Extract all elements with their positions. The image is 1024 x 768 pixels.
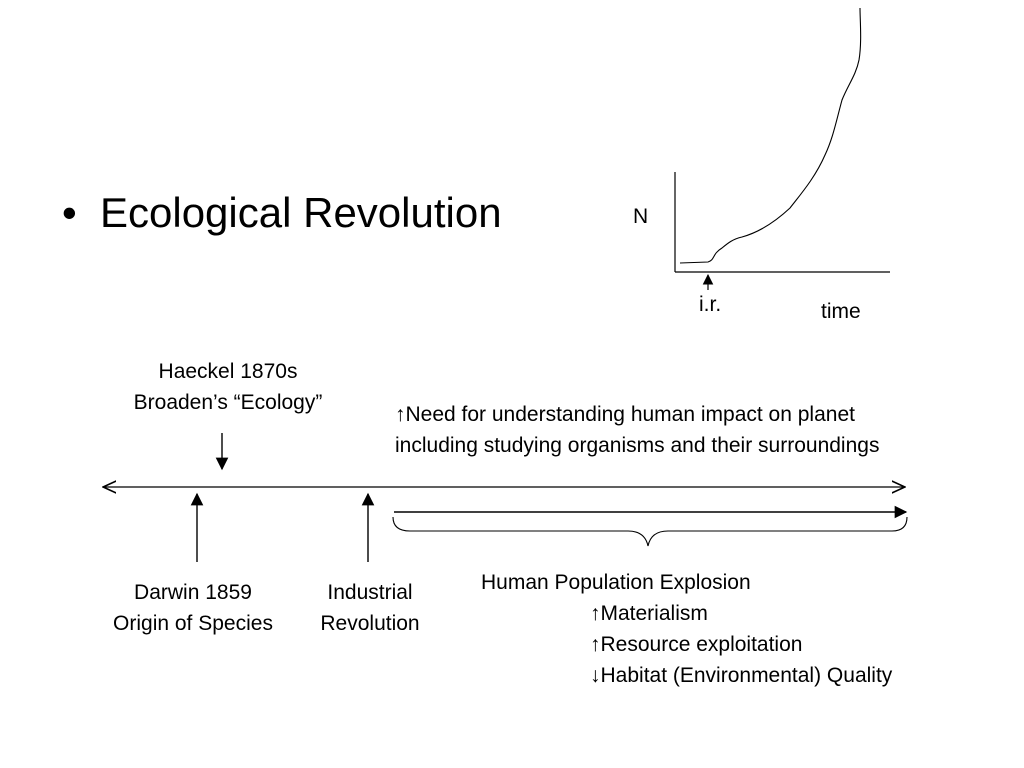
need-line2: including studying organisms and their s…	[395, 434, 880, 457]
industrial-line1: Industrial	[327, 581, 413, 604]
haeckel-line1: Haeckel 1870s	[158, 360, 298, 383]
haeckel-label: Haeckel 1870s Broaden’s “Ecology”	[98, 356, 358, 418]
explosion-item-materialism: ↑Materialism	[590, 602, 708, 625]
slide-bullet: • Ecological Revolution	[62, 188, 502, 238]
explosion-title: Human Population Explosion	[481, 571, 751, 594]
explosion-item-habitat: ↓Habitat (Environmental) Quality	[590, 664, 893, 687]
graph-x-label: time	[821, 300, 861, 323]
explosion-list: ↑Materialism ↑Resource exploitation ↓Hab…	[590, 598, 892, 691]
need-label: ↑Need for understanding human impact on …	[395, 399, 879, 461]
darwin-label: Darwin 1859 Origin of Species	[88, 577, 298, 639]
need-line1: ↑Need for understanding human impact on …	[395, 403, 855, 426]
industrial-line2: Revolution	[320, 612, 420, 635]
population-curve	[679, 7, 862, 264]
graph-y-label: N	[633, 205, 649, 228]
bullet-marker: •	[62, 189, 77, 236]
haeckel-line2: Broaden’s “Ecology”	[133, 391, 323, 414]
darwin-line2: Origin of Species	[113, 612, 273, 635]
explosion-item-resource: ↑Resource exploitation	[590, 633, 803, 656]
bullet-text: Ecological Revolution	[100, 189, 502, 236]
industrial-label: Industrial Revolution	[300, 577, 440, 639]
explosion-brace	[392, 516, 908, 547]
darwin-line1: Darwin 1859	[134, 581, 252, 604]
graph-marker-label: i.r.	[699, 293, 722, 316]
